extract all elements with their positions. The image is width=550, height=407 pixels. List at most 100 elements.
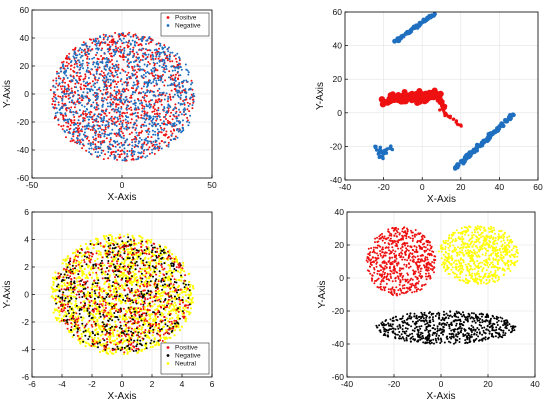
data-point	[159, 245, 162, 248]
data-point	[429, 90, 436, 97]
data-point	[168, 57, 171, 60]
data-point	[92, 121, 94, 124]
data-point	[138, 314, 141, 316]
data-point	[103, 297, 106, 300]
data-point	[93, 86, 96, 89]
data-point	[158, 147, 161, 150]
data-point	[78, 127, 81, 130]
data-point	[138, 131, 141, 134]
data-point	[189, 293, 192, 296]
data-point	[114, 323, 117, 327]
data-point	[94, 334, 96, 337]
data-point	[82, 44, 85, 46]
data-point	[79, 72, 81, 74]
data-point	[114, 53, 117, 56]
data-point	[147, 42, 150, 45]
data-point	[81, 274, 84, 277]
data-point	[90, 111, 93, 114]
data-point	[123, 159, 126, 162]
data-point	[104, 130, 107, 133]
data-point	[151, 144, 154, 147]
data-point	[102, 38, 105, 41]
data-point	[161, 91, 164, 94]
data-point	[82, 91, 85, 94]
data-point	[115, 47, 118, 50]
data-point	[66, 255, 70, 258]
data-point	[91, 271, 95, 274]
data-point	[113, 153, 116, 156]
data-point	[97, 346, 99, 349]
data-point	[126, 270, 129, 273]
data-point	[64, 81, 67, 84]
data-point	[94, 131, 97, 134]
data-point	[54, 297, 57, 300]
data-point	[118, 33, 121, 35]
data-point	[56, 285, 58, 288]
data-point	[76, 284, 79, 287]
data-point	[65, 69, 68, 72]
data-point	[171, 300, 174, 303]
data-point	[79, 329, 82, 332]
data-point	[94, 324, 97, 327]
data-point	[149, 99, 152, 102]
data-point	[141, 47, 144, 50]
data-point	[88, 335, 91, 338]
data-point	[162, 51, 165, 54]
data-point	[149, 49, 152, 52]
data-point	[61, 98, 64, 100]
data-point	[452, 117, 456, 121]
data-point	[153, 66, 156, 69]
data-point	[129, 320, 132, 323]
data-point	[140, 151, 143, 154]
data-point	[79, 56, 82, 59]
data-point	[121, 149, 124, 152]
data-point	[183, 287, 186, 291]
data-point	[141, 37, 144, 40]
data-point	[109, 309, 112, 312]
data-point	[67, 83, 70, 86]
data-point	[99, 61, 102, 64]
data-point	[98, 154, 101, 157]
data-point	[141, 155, 144, 158]
data-point	[140, 87, 143, 90]
data-point	[122, 275, 125, 279]
data-point	[170, 295, 173, 298]
data-point	[110, 153, 113, 156]
data-point	[145, 261, 148, 264]
data-point	[147, 61, 150, 63]
data-point	[158, 87, 161, 90]
data-point	[98, 286, 101, 289]
data-point	[156, 299, 159, 302]
data-point	[161, 288, 164, 291]
data-point	[112, 240, 115, 243]
data-point	[58, 289, 61, 292]
data-point	[86, 137, 88, 140]
data-point	[80, 316, 83, 319]
data-point	[63, 273, 66, 276]
data-point	[178, 296, 181, 299]
data-point	[178, 303, 181, 306]
data-point	[154, 130, 156, 133]
data-point	[168, 317, 171, 320]
data-point	[116, 143, 119, 146]
data-point	[101, 124, 104, 126]
data-point	[76, 81, 79, 84]
data-point	[81, 138, 84, 141]
data-point	[82, 41, 85, 44]
data-point	[90, 85, 93, 88]
data-point	[118, 341, 121, 344]
data-point	[84, 82, 87, 85]
data-point	[119, 255, 122, 258]
data-point	[88, 151, 91, 154]
data-point	[87, 142, 90, 145]
data-point	[78, 79, 81, 82]
data-point	[109, 154, 112, 157]
data-point	[86, 250, 89, 253]
data-point	[94, 76, 97, 79]
x-tick-label: 40	[495, 182, 505, 192]
data-point	[75, 297, 78, 300]
data-point	[91, 291, 94, 294]
data-point	[128, 66, 130, 69]
data-point	[186, 306, 189, 309]
data-point	[118, 123, 121, 126]
